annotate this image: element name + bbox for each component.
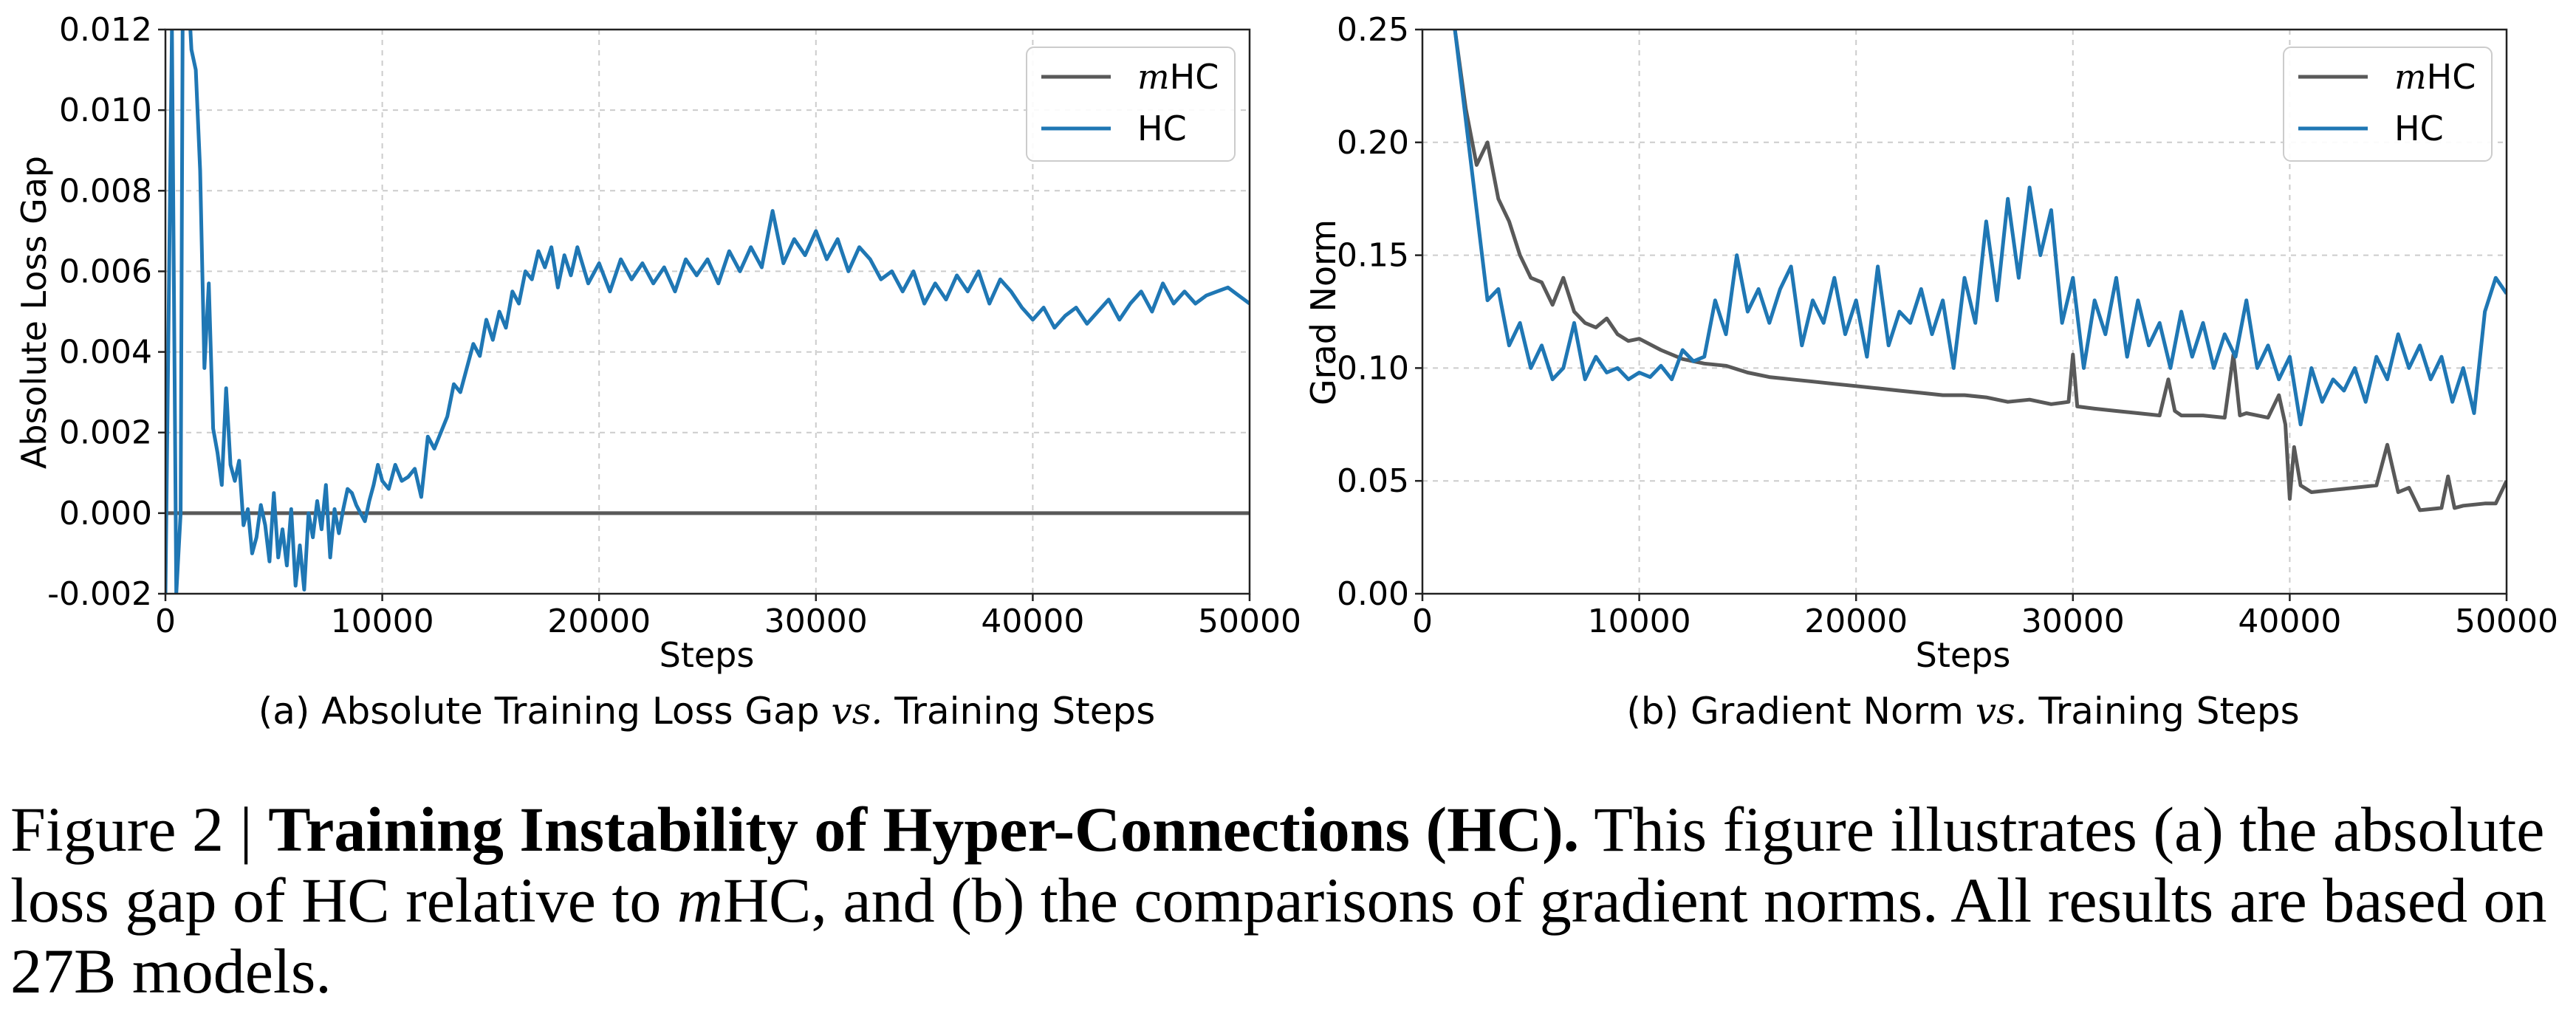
panel-b-x-tick-label: 40000 [2238,603,2341,640]
panel-a-x-tick-label: 30000 [764,603,868,640]
panel-b-series-mHC [1453,30,2507,512]
panel-b-x-tick-label: 50000 [2455,603,2558,640]
panel-b-plot-frame [1421,28,2508,595]
caption-math: m [676,865,723,936]
panel-a-legend-rest-mHC: HC [1170,57,1219,97]
panel-b-legend-rest-mHC: HC [2427,57,2476,97]
panel-a-y-tick-label: 0.004 [59,334,152,371]
panel-b-ylabel: Grad Norm [1304,219,1343,405]
panel-b-subcaption-vs: vs. [1976,690,2027,733]
panel-b-subcaption: (b) Gradient Norm vs. Training Steps [1626,690,2299,733]
panel-a-legend-math-mHC: m [1137,57,1170,97]
panel-b-y-tick-label: 0.00 [1337,575,1409,613]
panel-b-legend-label-HC: HC [2394,109,2444,148]
panel-a: Absolute Loss Gap Steps (a) Absolute Tra… [14,11,1301,733]
panel-a-y-tick-label: 0.000 [59,495,152,532]
figure-caption: Figure 2 | Training Instability of Hyper… [10,794,2566,1007]
panel-b-legend: mHC HC [2283,47,2493,162]
panel-a-series-HC [165,30,1250,594]
caption-text-part1: This figure illustrates (a) the absolute… [10,794,2545,936]
panel-a-legend-label-HC: HC [1137,109,1187,148]
panel-a-subcaption-prefix: (a) Absolute Training Loss Gap [258,690,820,733]
figure-panels: Absolute Loss Gap Steps (a) Absolute Tra… [14,11,2558,733]
panel-a-legend: mHC HC [1026,47,1236,162]
panel-a-y-tick-label: 0.008 [59,172,152,210]
panel-a-y-tick-label: 0.006 [59,253,152,290]
panel-a-x-tick-label: 50000 [1198,603,1301,640]
panel-b-y-tick-label: 0.15 [1337,237,1409,275]
panel-b-subcaption-prefix: (b) Gradient Norm [1626,690,1964,733]
panel-b-series-HC [1453,30,2507,427]
panel-a-x-tick-label: 40000 [981,603,1084,640]
caption-figure-label: Figure 2 | [10,794,253,865]
panel-a-legend-label-mHC: mHC [1137,57,1219,97]
panel-b-y-tick-label: 0.10 [1337,349,1409,387]
panel-b-y-tick-label: 0.20 [1337,124,1409,162]
panel-b: Grad Norm Steps (b) Gradient Norm vs. Tr… [1304,11,2558,733]
caption-title: Training Instability of Hyper-Connection… [268,794,1580,865]
panel-a-subcaption-suffix: Training Steps [894,690,1155,733]
panel-b-x-tick-label: 20000 [1804,603,1908,640]
panel-a-plot-frame [164,28,1251,595]
panel-a-y-tick-label: 0.010 [59,92,152,129]
panel-b-subcaption-suffix: Training Steps [2038,690,2300,733]
panel-a-ylabel: Absolute Loss Gap [14,156,54,469]
panel-a-subcaption: (a) Absolute Training Loss Gap vs. Train… [258,690,1156,733]
panel-a-y-tick-label: 0.002 [59,414,152,452]
panel-a-x-tick-label: 0 [155,603,176,640]
caption-text-part2: HC, and (b) the comparisons of gradient … [10,865,2547,1007]
panel-a-subcaption-vs: vs. [831,690,883,733]
panel-a-x-tick-label: 10000 [331,603,434,640]
panel-b-x-tick-label: 30000 [2021,603,2125,640]
panel-b-y-tick-label: 0.25 [1337,11,1409,49]
panel-b-x-tick-label: 10000 [1588,603,1691,640]
panel-a-x-tick-label: 20000 [547,603,651,640]
panel-a-xlabel: Steps [660,635,755,675]
panel-b-y-tick-label: 0.05 [1337,462,1409,500]
panel-a-y-tick-label: -0.002 [47,575,152,613]
panel-b-xlabel: Steps [1916,635,2011,675]
panel-a-y-tick-label: 0.012 [59,11,152,49]
panel-b-legend-math-mHC: m [2394,57,2427,97]
panel-b-x-tick-label: 0 [1412,603,1433,640]
panel-b-legend-label-mHC: mHC [2394,57,2476,97]
